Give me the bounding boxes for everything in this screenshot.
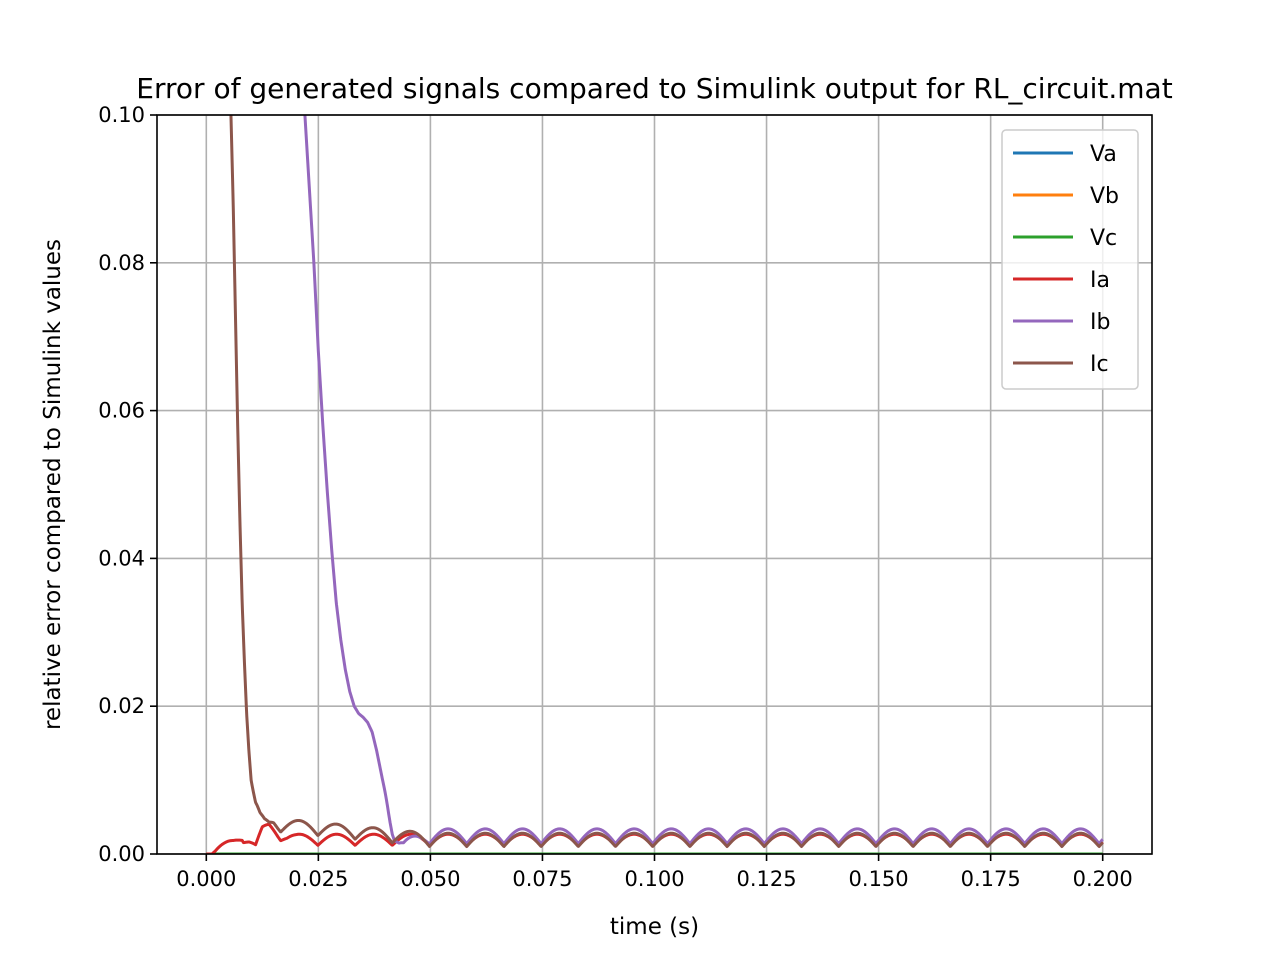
x-tick-label: 0.200	[1073, 867, 1133, 891]
x-tick-label: 0.000	[176, 867, 236, 891]
y-tick-label: 0.00	[98, 842, 145, 866]
x-tick-label: 0.075	[512, 867, 572, 891]
ticks: 0.000 0.025 0.050 0.075 0.100 0.125 0.150 0.175…	[98, 103, 1133, 891]
grid	[157, 114, 1152, 855]
series-line-ic	[229, 115, 1104, 849]
legend-label-ia: Ia	[1090, 268, 1110, 293]
y-axis-label: relative error compared to Simulink valu…	[40, 239, 66, 730]
legend-label-vb: Vb	[1090, 184, 1119, 209]
legend-label-ic: Ic	[1090, 352, 1109, 377]
y-tick-label: 0.04	[98, 546, 145, 570]
chart-title: Error of generated signals compared to S…	[136, 72, 1172, 105]
x-tick-label: 0.175	[961, 867, 1021, 891]
series-line-ib	[303, 115, 1104, 846]
y-tick-label: 0.08	[98, 251, 145, 275]
y-tick-label: 0.06	[98, 399, 145, 423]
legend-label-ib: Ib	[1090, 310, 1110, 335]
x-axis-label: time (s)	[610, 914, 699, 940]
x-tick-label: 0.100	[624, 867, 684, 891]
y-tick-label: 0.10	[98, 103, 145, 127]
x-tick-label: 0.150	[849, 867, 909, 891]
x-tick-label: 0.050	[400, 867, 460, 891]
x-tick-label: 0.125	[736, 867, 796, 891]
y-tick-label: 0.02	[98, 694, 145, 718]
legend-label-vc: Vc	[1090, 226, 1117, 251]
legend: Va Vb Vc Ia Ib Ic	[1001, 129, 1139, 390]
x-tick-label: 0.025	[288, 867, 348, 891]
series-layer	[205, 115, 1104, 854]
legend-label-va: Va	[1090, 142, 1117, 167]
legend-box	[1001, 129, 1139, 390]
